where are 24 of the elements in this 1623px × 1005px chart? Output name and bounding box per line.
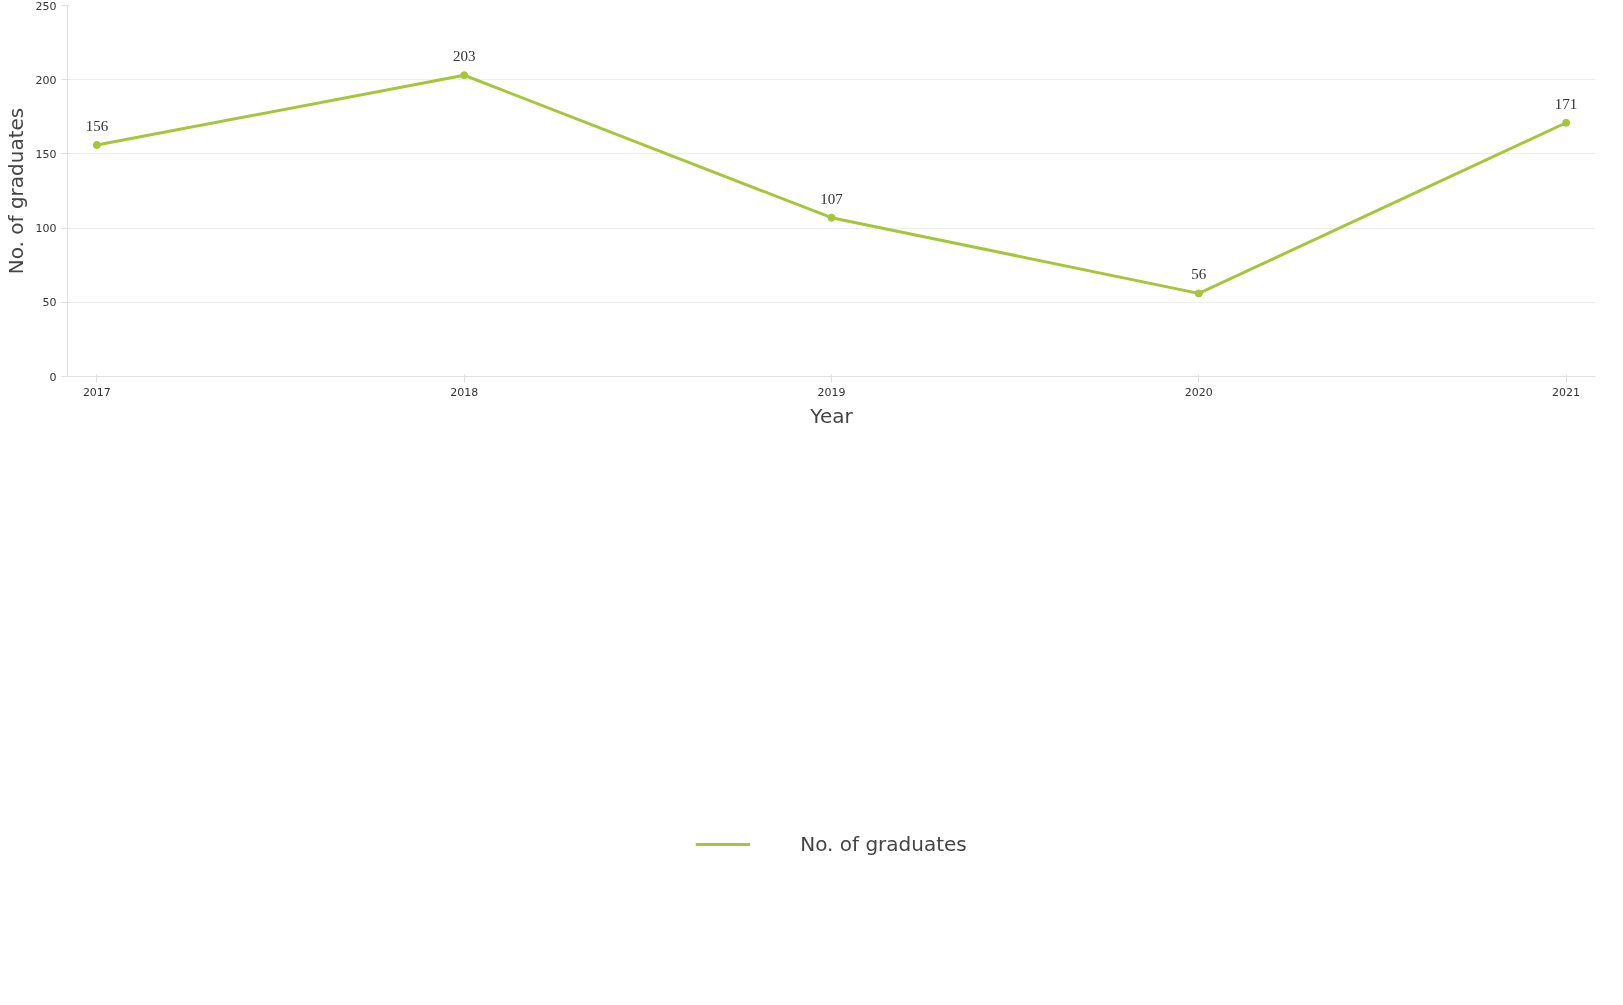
y-tick-label: 250: [35, 0, 57, 13]
data-label: 203: [452, 48, 476, 65]
point: [1194, 289, 1203, 298]
point: [827, 213, 836, 222]
y-tick-label: 50: [42, 296, 57, 310]
point: [1562, 118, 1571, 127]
data-label: 56: [1191, 266, 1207, 283]
x-tick-label: 2021: [1552, 385, 1581, 399]
x-tick-label: 2018: [450, 385, 479, 399]
text: No. of graduates: [800, 832, 967, 856]
y-tick-label: 100: [35, 222, 57, 236]
y-tick-label: 0: [49, 370, 57, 384]
point: [460, 71, 469, 80]
data-label: 107: [820, 190, 844, 207]
y-axis-title: No. of graduates: [3, 107, 28, 275]
data-label: 171: [1554, 95, 1578, 112]
point: [92, 141, 101, 149]
x-tick-label: 2020: [1184, 385, 1213, 399]
x-tick-label: 2017: [82, 385, 111, 399]
x-tick-label: 2019: [817, 385, 846, 399]
x-axis-title: Year: [809, 403, 854, 428]
data-label: 156: [85, 118, 109, 134]
y-tick-label: 200: [35, 73, 57, 87]
y-tick-label: 150: [35, 147, 57, 161]
